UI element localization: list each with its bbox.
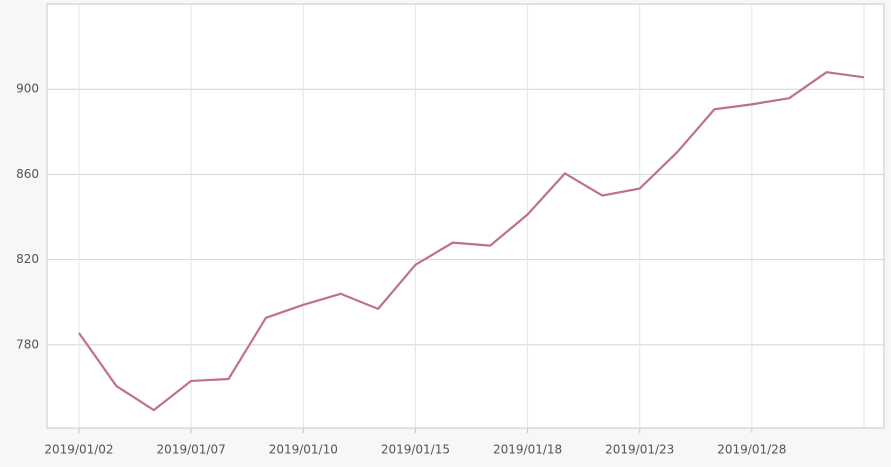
plot-area (46, 3, 885, 429)
x-tick-label: 2019/01/15 (381, 443, 450, 457)
x-tick-label: 2019/01/10 (269, 443, 338, 457)
y-tick-label: 860 (16, 167, 39, 181)
y-tick-label: 820 (16, 252, 39, 266)
x-tick-label: 2019/01/02 (44, 443, 113, 457)
x-tick-label: 2019/01/28 (717, 443, 786, 457)
y-tick-label: 780 (16, 337, 39, 351)
x-tick-label: 2019/01/23 (605, 443, 674, 457)
line-series (78, 71, 865, 412)
x-tick-label: 2019/01/18 (493, 443, 562, 457)
x-tick-label: 2019/01/07 (157, 443, 226, 457)
y-tick-label: 900 (16, 82, 39, 96)
